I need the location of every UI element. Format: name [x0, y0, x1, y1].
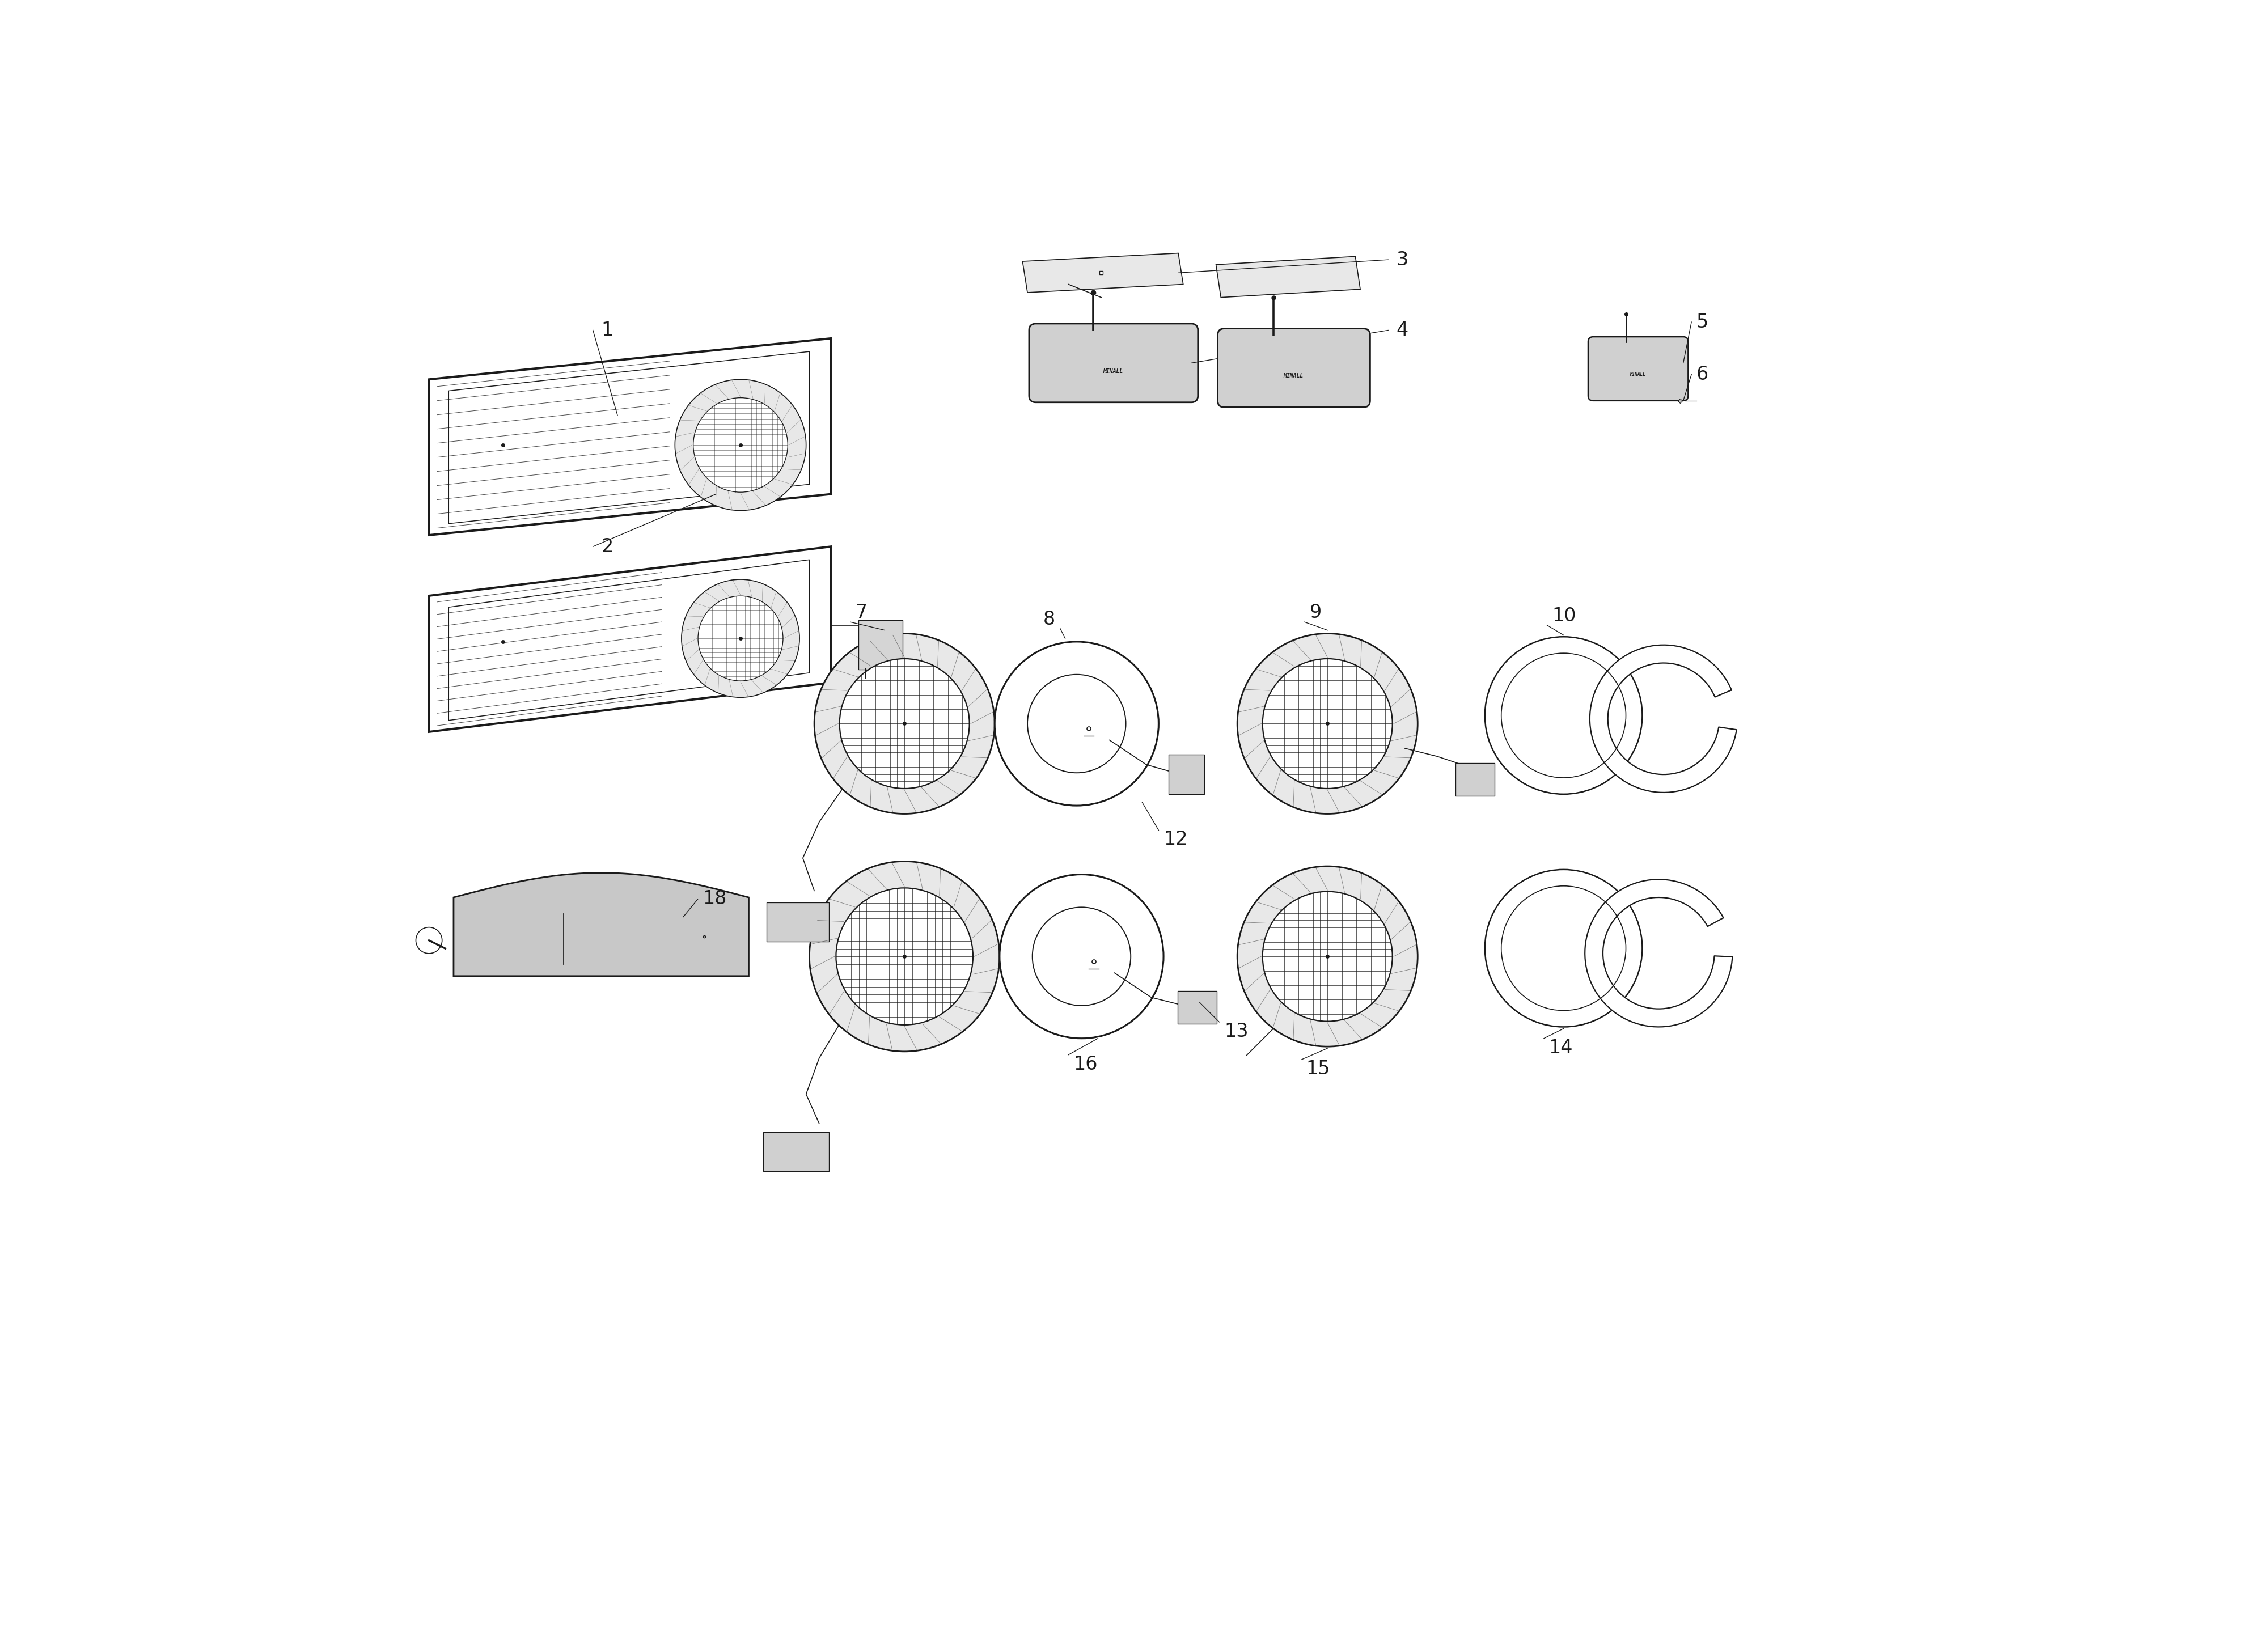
- Polygon shape: [1585, 880, 1733, 1028]
- Circle shape: [839, 659, 968, 789]
- Circle shape: [1501, 653, 1626, 778]
- Text: 8: 8: [1043, 610, 1055, 628]
- Circle shape: [837, 888, 973, 1024]
- Circle shape: [680, 579, 801, 697]
- Polygon shape: [429, 546, 830, 732]
- Text: 16: 16: [1073, 1055, 1098, 1074]
- Circle shape: [996, 641, 1159, 806]
- Circle shape: [810, 861, 1000, 1052]
- Circle shape: [1238, 866, 1417, 1047]
- FancyBboxPatch shape: [1588, 337, 1687, 401]
- FancyBboxPatch shape: [1456, 763, 1495, 796]
- Polygon shape: [1023, 253, 1184, 293]
- FancyBboxPatch shape: [1218, 329, 1370, 408]
- Text: MINALL: MINALL: [1628, 372, 1644, 376]
- Text: 15: 15: [1306, 1060, 1331, 1078]
- Text: 4: 4: [1397, 321, 1408, 340]
- Circle shape: [676, 380, 805, 511]
- Polygon shape: [429, 339, 830, 536]
- Circle shape: [1501, 886, 1626, 1011]
- Text: 7: 7: [855, 603, 866, 621]
- Text: 3: 3: [1397, 250, 1408, 270]
- Text: MINALL: MINALL: [1284, 373, 1304, 380]
- Text: 2: 2: [601, 538, 612, 556]
- Circle shape: [814, 633, 996, 814]
- Text: 1: 1: [601, 321, 612, 340]
- FancyBboxPatch shape: [860, 620, 903, 669]
- Polygon shape: [454, 873, 748, 977]
- Text: MINALL: MINALL: [1102, 368, 1123, 375]
- Text: 9: 9: [1309, 603, 1322, 621]
- Circle shape: [1238, 633, 1417, 814]
- FancyBboxPatch shape: [764, 1131, 830, 1171]
- Polygon shape: [1216, 256, 1361, 298]
- FancyBboxPatch shape: [1177, 991, 1218, 1024]
- Circle shape: [1000, 875, 1163, 1039]
- Circle shape: [699, 595, 782, 681]
- Circle shape: [1263, 659, 1393, 789]
- Text: 14: 14: [1549, 1039, 1574, 1057]
- FancyBboxPatch shape: [1030, 324, 1198, 403]
- Text: 13: 13: [1225, 1023, 1247, 1041]
- FancyBboxPatch shape: [767, 903, 830, 942]
- Text: 18: 18: [703, 889, 726, 909]
- Circle shape: [694, 398, 787, 492]
- FancyBboxPatch shape: [1168, 755, 1204, 794]
- Text: 5: 5: [1696, 312, 1708, 332]
- Text: 6: 6: [1696, 365, 1708, 383]
- Circle shape: [1486, 636, 1642, 794]
- Text: 12: 12: [1163, 830, 1188, 848]
- Circle shape: [1263, 891, 1393, 1021]
- Text: 10: 10: [1551, 607, 1576, 625]
- Circle shape: [1486, 870, 1642, 1028]
- Polygon shape: [1590, 644, 1737, 792]
